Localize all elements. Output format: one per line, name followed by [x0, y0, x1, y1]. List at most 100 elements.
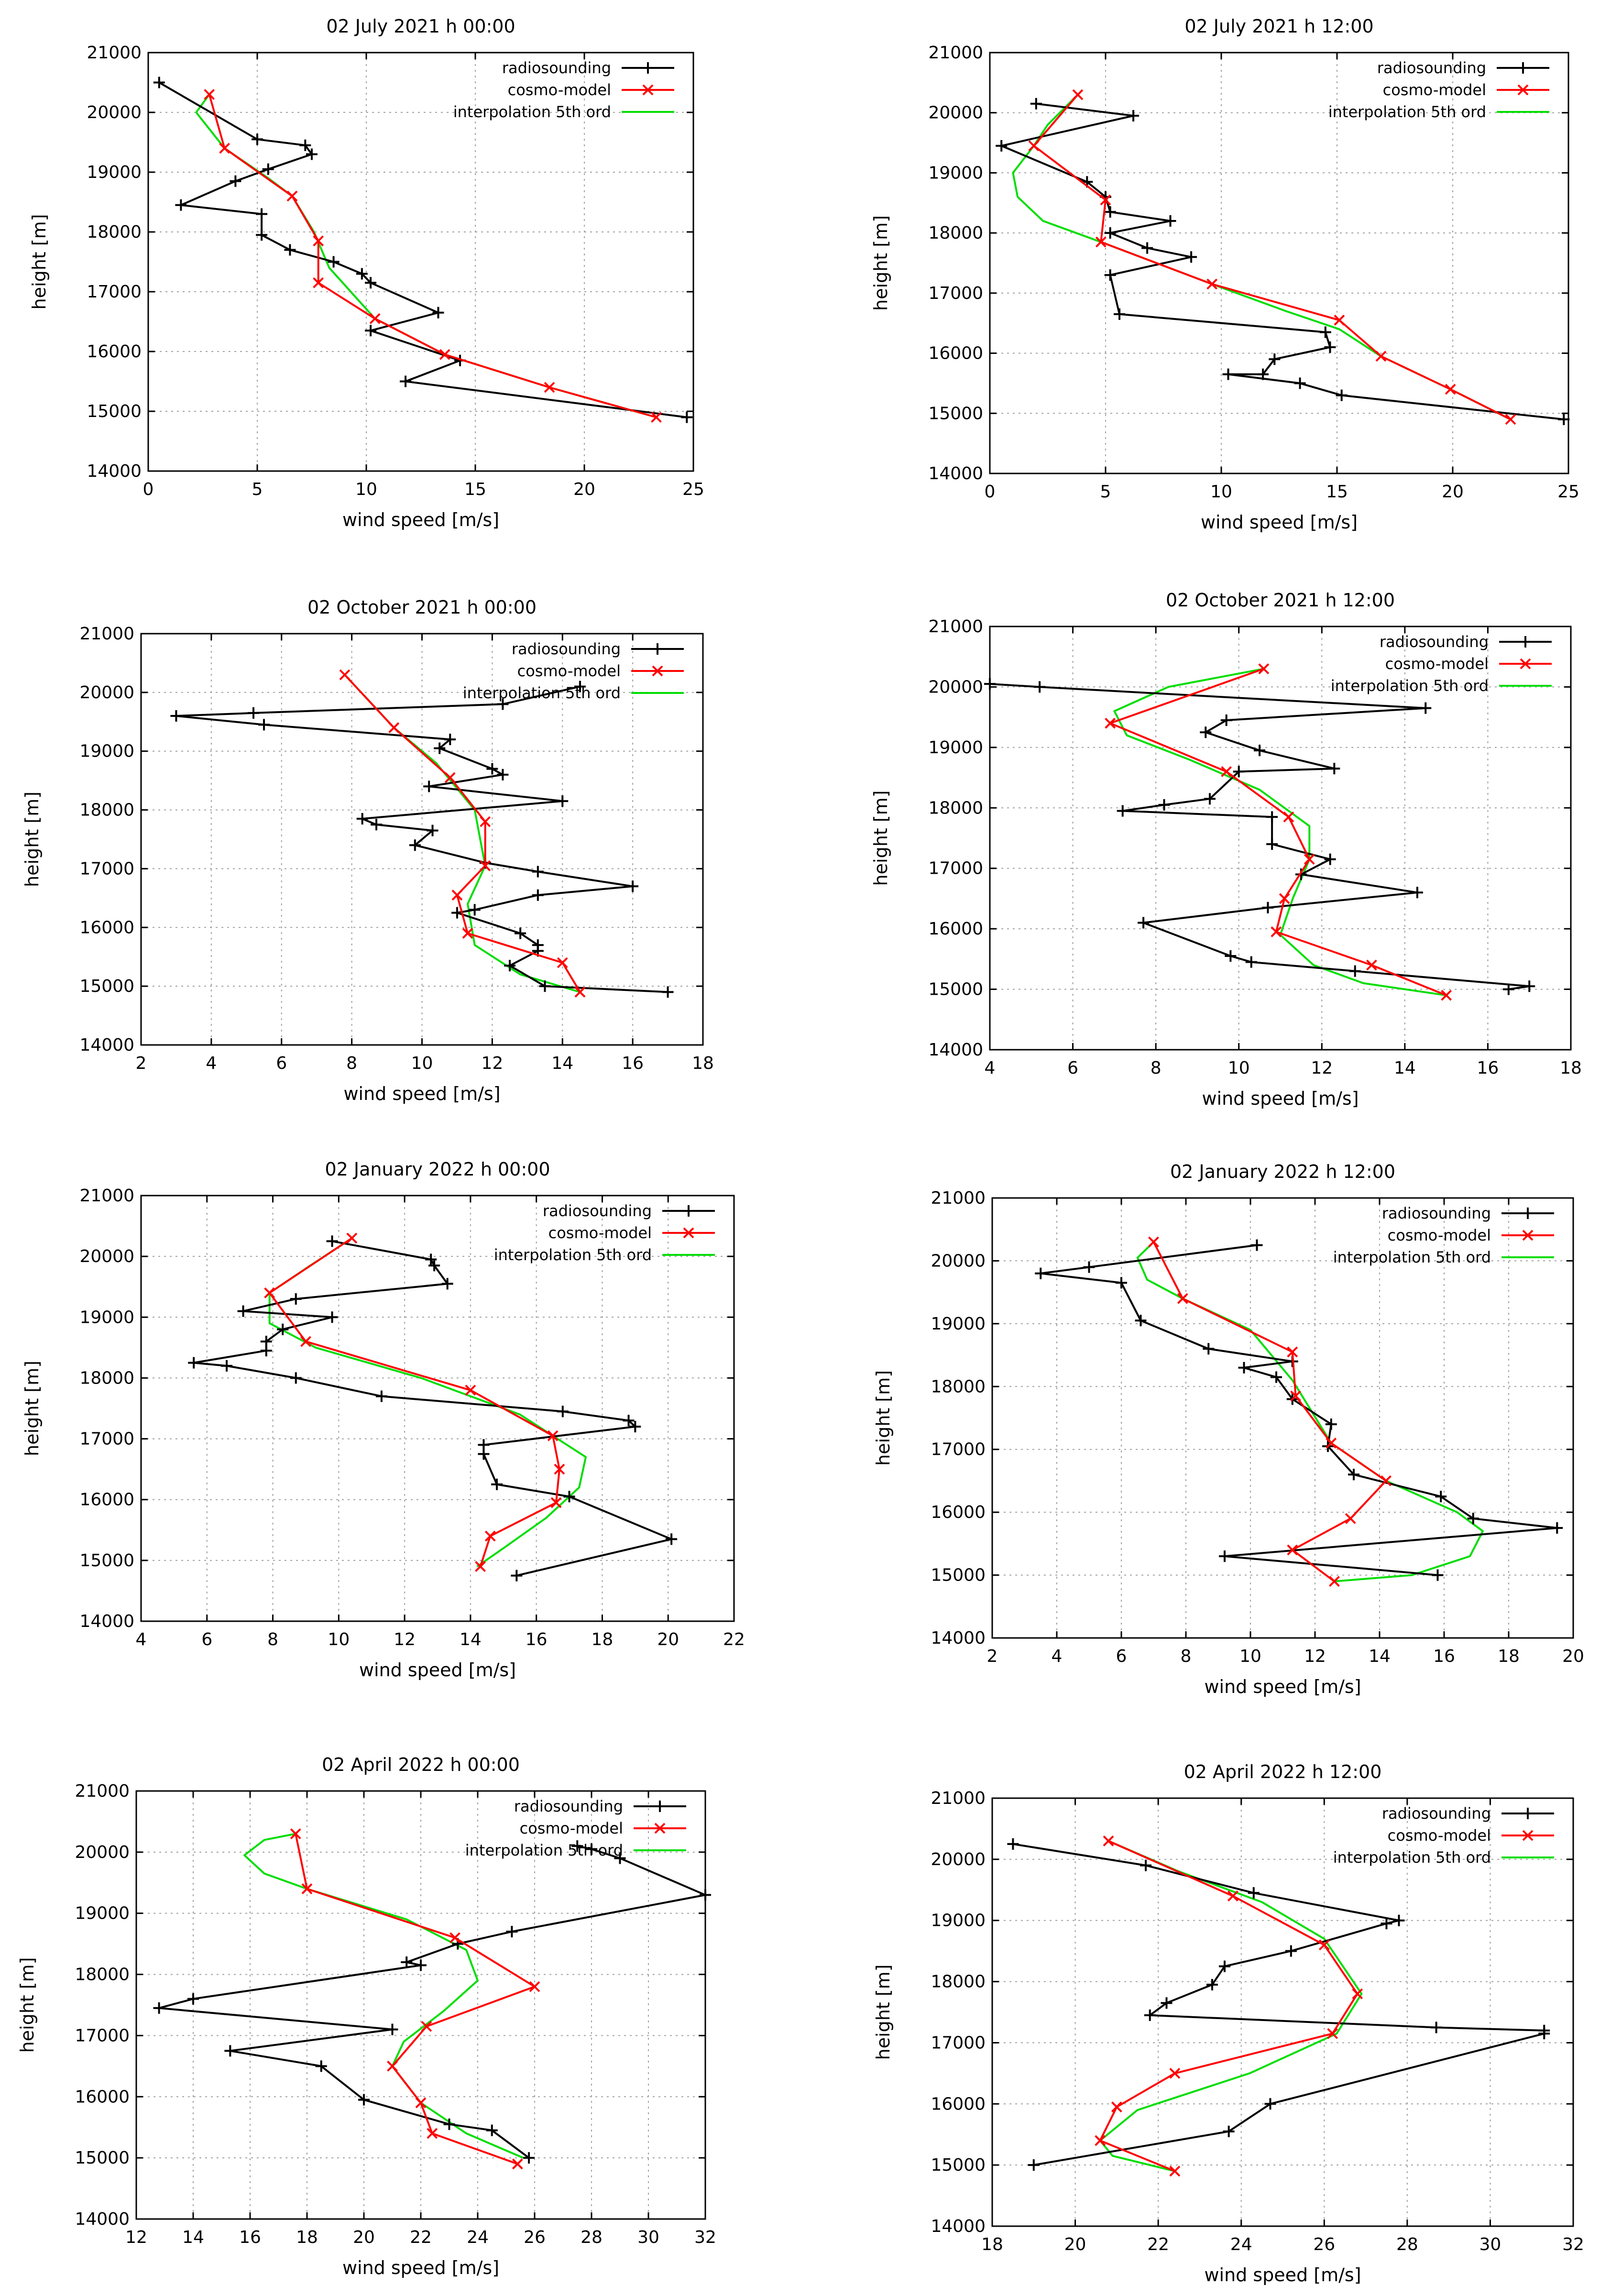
x-tick-label: 16 [622, 1054, 644, 1073]
data-point [1327, 2028, 1338, 2039]
data-point [427, 2128, 438, 2139]
data-point [1221, 766, 1232, 777]
data-point [262, 163, 274, 175]
data-point [428, 1260, 440, 1272]
x-axis-label: wind speed [m/s] [1204, 1676, 1361, 1697]
data-point [586, 1843, 597, 1855]
data-point [1326, 1438, 1337, 1449]
legend-marker [1522, 1208, 1534, 1219]
x-tick-label: 4 [985, 1058, 996, 1078]
x-tick-label: 12 [125, 2228, 147, 2247]
data-point [1348, 1469, 1359, 1481]
data-point [315, 2060, 327, 2072]
x-axis-label: wind speed [m/s] [342, 509, 499, 530]
y-tick-label: 15000 [87, 402, 142, 421]
data-point [365, 277, 377, 289]
data-point [224, 2045, 236, 2057]
data-point [1158, 799, 1170, 811]
data-point [557, 957, 568, 968]
data-point [1169, 2165, 1181, 2177]
data-point [1366, 959, 1377, 971]
data-point [286, 190, 298, 202]
data-point [1551, 1522, 1563, 1534]
x-tick-label: 12 [394, 1630, 416, 1649]
plot-frame [135, 1790, 706, 2220]
data-point [369, 313, 381, 324]
data-point [1219, 1550, 1230, 1562]
y-tick-label: 21000 [79, 1186, 134, 1206]
x-tick-label: 6 [201, 1630, 212, 1649]
x-tick-label: 22 [723, 1630, 745, 1649]
data-point [409, 839, 421, 851]
data-point [1117, 805, 1129, 817]
y-tick-label: 17000 [928, 859, 983, 879]
data-point [1141, 242, 1153, 254]
data-point [1035, 1267, 1047, 1279]
y-tick-label: 16000 [87, 342, 142, 362]
y-axis-label: height [m] [870, 215, 891, 311]
legend-marker [683, 1205, 694, 1217]
y-tick-label: 19000 [931, 1911, 986, 1931]
data-point [1381, 1475, 1392, 1486]
data-point [441, 1278, 453, 1290]
x-tick-label: 4 [206, 1054, 217, 1073]
data-point [532, 889, 544, 901]
legend-marker [654, 1823, 666, 1834]
y-tick-label: 20000 [931, 1850, 986, 1869]
data-point [480, 860, 491, 871]
y-tick-label: 19000 [928, 738, 983, 758]
series-line [989, 683, 1531, 990]
data-point [237, 1305, 249, 1317]
x-tick-label: 26 [524, 2228, 546, 2247]
y-tick-label: 21000 [928, 43, 983, 63]
y-tick-label: 14000 [931, 2217, 986, 2236]
data-point [1200, 726, 1212, 738]
x-tick-label: 28 [581, 2228, 603, 2247]
x-tick-label: 10 [355, 480, 377, 499]
data-point [1324, 341, 1336, 353]
x-tick-label: 2 [987, 1647, 998, 1666]
y-axis-label: height [m] [22, 791, 43, 887]
data-point [1349, 965, 1361, 977]
x-tick-label: 6 [1067, 1058, 1078, 1078]
data-point [1161, 1997, 1173, 2009]
y-tick-label: 18000 [931, 1377, 986, 1396]
data-point [571, 1840, 583, 1852]
y-tick-label: 18000 [79, 1368, 134, 1388]
data-point [1233, 766, 1245, 778]
data-point [1128, 110, 1140, 121]
data-point [550, 1497, 562, 1508]
data-point [1095, 236, 1107, 248]
x-tick-label: 16 [239, 2228, 261, 2247]
y-tick-label: 18000 [928, 223, 983, 243]
legend-label: radiosounding [1380, 633, 1489, 651]
legend-marker [642, 84, 654, 96]
x-tick-label: 24 [467, 2228, 489, 2247]
data-point [651, 412, 662, 423]
y-tick-label: 20000 [87, 103, 142, 122]
data-point [375, 1390, 387, 1402]
chart-title: 02 January 2022 h 12:00 [1170, 1161, 1395, 1182]
y-tick-label: 21000 [75, 1781, 130, 1801]
x-tick-label: 22 [1147, 2235, 1169, 2254]
y-tick-label: 19000 [931, 1314, 986, 1334]
data-point [339, 669, 351, 681]
data-point [427, 824, 438, 836]
y-tick-label: 20000 [79, 1247, 134, 1266]
x-tick-label: 2 [136, 1054, 147, 1073]
y-tick-label: 21000 [931, 1789, 986, 1808]
chart-panel: 02 April 2022 h 00:00 12 14 16 18 20 22 24 26 28 3… [17, 1754, 716, 2278]
legend-label: radiosounding [514, 1797, 623, 1815]
y-tick-label: 16000 [928, 919, 983, 939]
data-point [1104, 269, 1116, 281]
legend-label: cosmo-model [508, 81, 611, 99]
y-tick-label: 14000 [79, 1612, 134, 1631]
x-tick-label: 25 [682, 480, 704, 499]
data-point [401, 1956, 413, 1968]
data-point [547, 1430, 559, 1441]
legend-marker [1520, 658, 1531, 670]
x-tick-label: 6 [276, 1054, 287, 1073]
data-point [356, 813, 368, 824]
x-tick-label: 5 [1100, 482, 1111, 502]
data-point [1083, 1261, 1095, 1273]
